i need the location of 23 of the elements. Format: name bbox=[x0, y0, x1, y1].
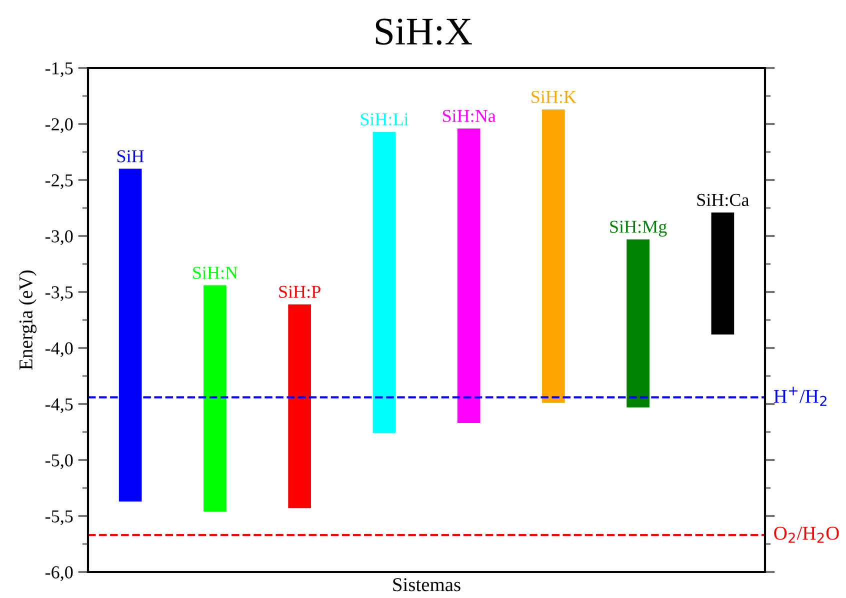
x-tick-label: SiH:K bbox=[532, 90, 576, 104]
y-tick-label: -3,5 bbox=[46, 286, 73, 302]
chart-title: SiH:X bbox=[376, 18, 472, 45]
x-tick-label: SiH:Ca bbox=[697, 194, 750, 206]
y-tick-label: -2,0 bbox=[46, 118, 73, 134]
y-axis-title: Energia (eV) bbox=[18, 270, 36, 370]
ref-line-label: H$^{+}$/H$_{2}$ bbox=[774, 386, 826, 406]
x-tick-label: SiH bbox=[117, 150, 144, 162]
x-axis-title: Sistemas bbox=[393, 578, 460, 592]
x-tick-label: SiH:P bbox=[279, 286, 320, 298]
y-tick-label: -1,5 bbox=[46, 62, 73, 78]
x-tick-label: SiH:Na bbox=[442, 110, 496, 122]
y-tick-label: -6,0 bbox=[46, 566, 73, 582]
y-tick-label: -4,0 bbox=[46, 342, 73, 358]
x-tick-label: SiH:Li bbox=[360, 113, 408, 126]
y-tick-label: -4,5 bbox=[46, 398, 73, 414]
y-tick-label: -5,5 bbox=[46, 510, 73, 526]
ref-line-label: O$_{2}$/H$_{2}$O bbox=[774, 526, 839, 543]
y-tick-label: -2,5 bbox=[46, 174, 73, 190]
y-tick-label: -3,0 bbox=[46, 230, 73, 246]
y-tick-label: -5,0 bbox=[46, 454, 73, 470]
x-tick-label: SiH:Mg bbox=[610, 220, 667, 237]
x-tick-label: SiH:N bbox=[193, 266, 238, 279]
